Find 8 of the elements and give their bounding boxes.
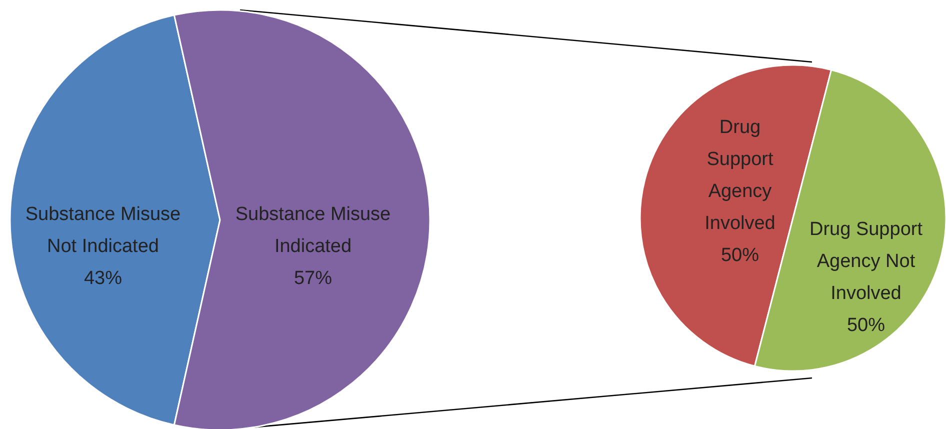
data-label: 50% (720, 245, 760, 266)
data-label: 43% (84, 268, 122, 289)
slice-label: Substance Misuse Not Indicated (25, 204, 181, 257)
slice-label: Drug Support Agency Involved (704, 117, 776, 234)
data-label: 57% (294, 268, 332, 289)
data-label: 50% (846, 315, 886, 336)
slice-label: Drug Support Agency Not Involved (809, 219, 924, 304)
slice-label: Substance Misuse Indicated (235, 204, 391, 257)
